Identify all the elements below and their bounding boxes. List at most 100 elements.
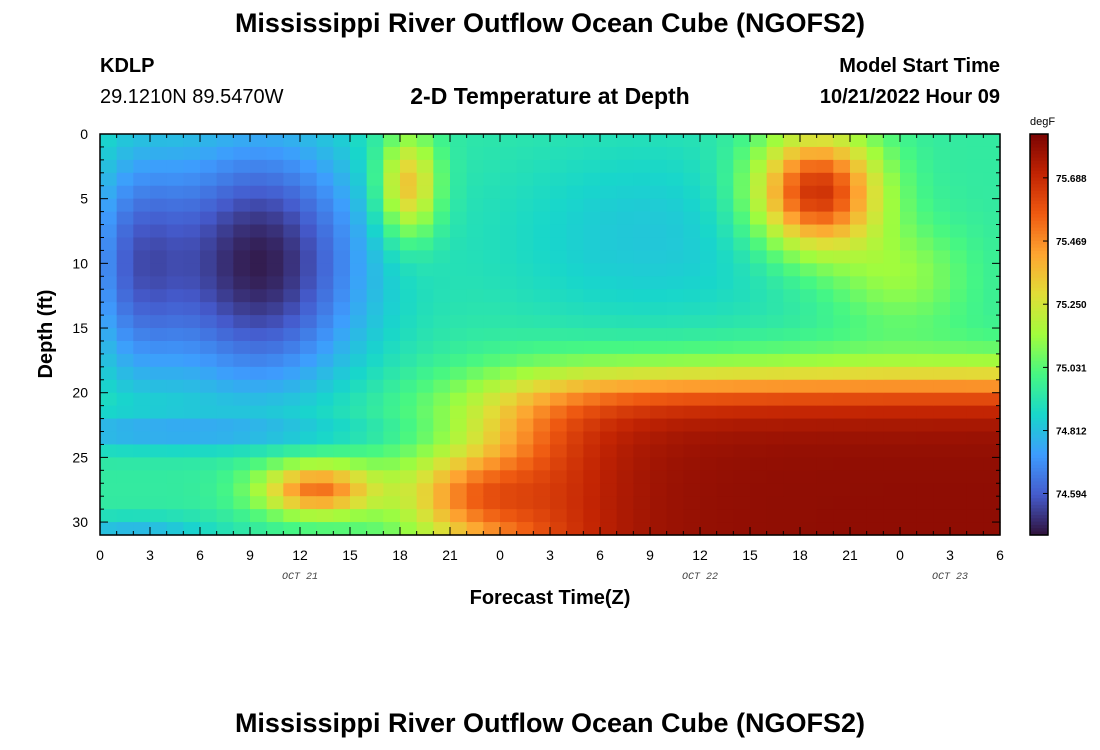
heatmap-cell: [583, 405, 601, 420]
heatmap-cell: [766, 315, 784, 329]
x-tick-label: 3: [146, 547, 154, 563]
heatmap-cell: [666, 289, 684, 303]
heatmap-cell: [216, 470, 234, 484]
heatmap-cell: [733, 353, 751, 368]
heatmap-cell: [600, 134, 618, 148]
heatmap-cell: [583, 470, 601, 484]
heatmap-cell: [766, 134, 784, 148]
heatmap-cell: [816, 328, 834, 342]
heatmap-cell: [733, 172, 751, 187]
heatmap-cell: [800, 315, 818, 329]
heatmap-cell: [500, 522, 518, 536]
heatmap-cell: [183, 405, 201, 420]
heatmap-cell: [983, 470, 1001, 484]
heatmap-cell: [783, 237, 801, 252]
heatmap-cell: [933, 405, 951, 420]
heatmap-cell: [433, 224, 451, 239]
heatmap-cell: [433, 315, 451, 329]
heatmap-cell: [700, 237, 718, 252]
colorbar-segment: [1030, 337, 1048, 342]
heatmap-cell: [633, 276, 651, 290]
heatmap-cell: [166, 224, 184, 239]
heatmap-cell: [633, 340, 651, 355]
heatmap-cell: [833, 509, 851, 523]
heatmap-cell: [433, 250, 451, 264]
heatmap-cell: [266, 496, 284, 510]
heatmap-cell: [583, 315, 601, 329]
heatmap-cell: [800, 522, 818, 536]
heatmap-cell: [516, 276, 534, 290]
heatmap-cell: [883, 418, 901, 433]
heatmap-cell: [733, 289, 751, 303]
heatmap-cell: [950, 379, 968, 394]
colorbar-segment: [1030, 481, 1048, 486]
heatmap-cell: [350, 315, 368, 329]
heatmap-cell: [333, 302, 351, 316]
heatmap-cell: [233, 302, 251, 316]
heatmap-cell: [800, 172, 818, 187]
colorbar-segment: [1030, 408, 1048, 412]
heatmap-cell: [600, 224, 618, 239]
heatmap-cell: [316, 457, 334, 471]
heatmap-cell: [350, 159, 368, 174]
heatmap-cell: [716, 470, 734, 484]
heatmap-cell: [316, 185, 334, 200]
heatmap-cell: [283, 172, 301, 187]
heatmap-cell: [716, 366, 734, 381]
colorbar-segment: [1030, 140, 1048, 145]
heatmap-cell: [266, 276, 284, 290]
heatmap-cell: [833, 328, 851, 342]
heatmap-cell: [183, 302, 201, 316]
colorbar-segment: [1030, 431, 1048, 436]
heatmap-cell: [450, 237, 468, 252]
heatmap-cell: [816, 522, 834, 536]
heatmap-cell: [350, 405, 368, 420]
heatmap-cell: [250, 315, 268, 329]
heatmap-cell: [683, 250, 701, 264]
y-tick-label: 30: [72, 514, 88, 530]
heatmap-cell: [350, 172, 368, 187]
heatmap-cell: [683, 211, 701, 226]
heatmap-cell: [233, 496, 251, 510]
heatmap-cell: [466, 315, 484, 329]
heatmap-cell: [850, 276, 868, 290]
heatmap-cell: [783, 470, 801, 484]
colorbar-segment: [1030, 150, 1048, 155]
heatmap-cell: [483, 444, 501, 458]
heatmap-cell: [133, 379, 151, 394]
heatmap-cell: [633, 263, 651, 277]
heatmap-cell: [150, 496, 168, 510]
heatmap-cell: [616, 134, 634, 148]
heatmap-cell: [916, 444, 934, 458]
heatmap-cell: [783, 366, 801, 381]
heatmap-cell: [366, 366, 384, 381]
heatmap-cell: [183, 418, 201, 433]
heatmap-cell: [216, 315, 234, 329]
heatmap-cell: [900, 418, 918, 433]
heatmap-cell: [750, 366, 768, 381]
heatmap-cell: [283, 134, 301, 148]
heatmap-cell: [783, 302, 801, 316]
heatmap-cell: [433, 276, 451, 290]
colorbar-segment: [1030, 411, 1048, 416]
heatmap-cell: [966, 315, 984, 329]
heatmap-cell: [600, 418, 618, 433]
heatmap-cell: [850, 172, 868, 187]
heatmap-cell: [316, 250, 334, 264]
heatmap-cell: [700, 444, 718, 458]
heatmap-cell: [133, 418, 151, 433]
heatmap-cell: [266, 134, 284, 148]
heatmap-cell: [600, 379, 618, 394]
heatmap-cell: [550, 405, 568, 420]
heatmap-cell: [566, 431, 584, 446]
heatmap-cell: [483, 198, 501, 213]
heatmap-cell: [816, 457, 834, 471]
colorbar-segment: [1030, 264, 1048, 269]
heatmap-cell: [450, 198, 468, 213]
heatmap-cell: [450, 509, 468, 523]
heatmap-cell: [983, 237, 1001, 252]
heatmap-cell: [983, 405, 1001, 420]
plot-subtitle: 2-D Temperature at Depth: [410, 83, 690, 109]
heatmap-cell: [716, 237, 734, 252]
heatmap-cell: [166, 496, 184, 510]
